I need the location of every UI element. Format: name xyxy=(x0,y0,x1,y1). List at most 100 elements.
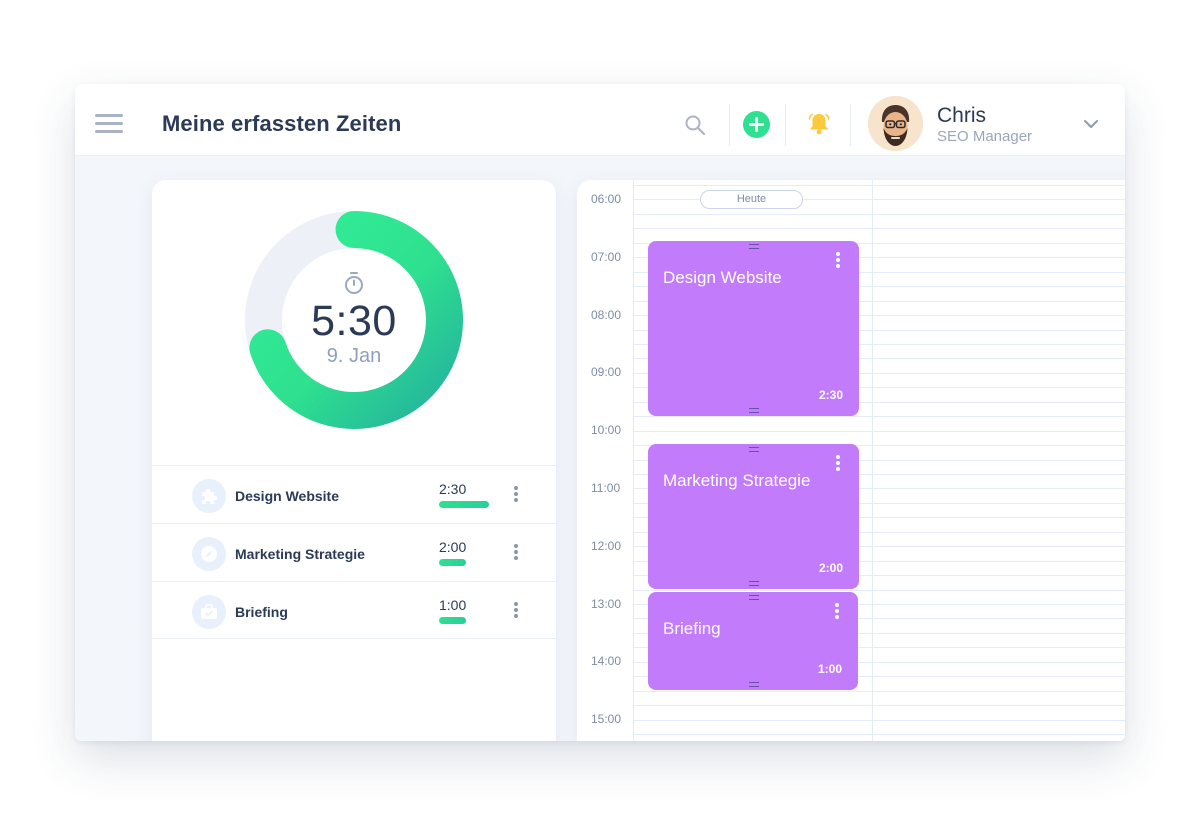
search-icon[interactable] xyxy=(683,113,707,137)
timer-date: 9. Jan xyxy=(326,345,382,367)
puzzle-icon xyxy=(192,479,226,513)
grid-line xyxy=(633,431,1125,432)
divider xyxy=(729,104,730,146)
app-window: Meine erfassten Zeiten xyxy=(75,84,1125,741)
task-duration-bar xyxy=(439,501,489,508)
progress-ring-fill xyxy=(245,211,463,429)
task-duration: 2:00 xyxy=(439,539,467,555)
task-label: Marketing Strategie xyxy=(235,546,365,562)
chevron-down-icon[interactable] xyxy=(1081,116,1101,132)
grid-line xyxy=(633,647,1125,648)
task-row[interactable]: Design Website 2:30 xyxy=(152,465,556,523)
user-role: SEO Manager xyxy=(937,128,1033,145)
grid-line xyxy=(633,272,1125,273)
calendar-event[interactable]: Marketing Strategie 2:00 xyxy=(648,444,859,589)
more-options-icon[interactable] xyxy=(512,544,520,562)
grid-line xyxy=(633,676,1125,677)
task-row[interactable]: Marketing Strategie 2:00 xyxy=(152,523,556,581)
grid-line xyxy=(633,474,1125,475)
grid-line xyxy=(633,257,1125,258)
grid-line xyxy=(633,734,1125,735)
divider xyxy=(850,104,851,146)
divider xyxy=(785,104,786,146)
grid-line xyxy=(633,662,1125,663)
grid-line xyxy=(633,445,1125,446)
grid-line xyxy=(633,286,1125,287)
grid-line xyxy=(633,633,1125,634)
grid-line xyxy=(633,460,1125,461)
today-button[interactable]: Heute xyxy=(700,190,803,209)
grid-line xyxy=(633,720,1125,721)
hour-label: 13:00 xyxy=(591,596,622,611)
hour-label: 07:00 xyxy=(591,249,622,264)
grid-line xyxy=(633,604,1125,605)
event-duration: 1:00 xyxy=(817,662,842,676)
grid-line xyxy=(633,358,1125,359)
resize-handle-bottom[interactable] xyxy=(749,581,759,586)
grid-line xyxy=(633,185,1125,186)
hour-label: 11:00 xyxy=(591,481,621,495)
grid-line xyxy=(633,503,1125,504)
briefcase-icon xyxy=(192,595,226,629)
compass-icon xyxy=(192,537,226,571)
hamburger-menu-icon[interactable] xyxy=(95,114,123,134)
event-duration: 2:00 xyxy=(818,561,843,575)
add-entry-button[interactable] xyxy=(743,111,770,138)
resize-handle-top[interactable] xyxy=(749,595,759,600)
total-time: 5:30 xyxy=(311,297,397,345)
grid-line xyxy=(633,705,1125,706)
avatar[interactable] xyxy=(868,96,923,151)
grid-line xyxy=(633,214,1125,215)
event-title: Marketing Strategie xyxy=(663,471,811,490)
grid-line xyxy=(633,561,1125,562)
calendar-event[interactable]: Briefing 1:00 xyxy=(648,592,858,690)
hour-label: 10:00 xyxy=(591,423,622,438)
more-options-icon[interactable] xyxy=(512,486,520,504)
hour-label: 14:00 xyxy=(591,654,622,669)
grid-line xyxy=(633,532,1125,533)
grid-line xyxy=(633,199,1125,200)
user-name: Chris xyxy=(937,104,987,127)
grid-line xyxy=(633,416,1125,417)
more-options-icon[interactable] xyxy=(834,603,840,619)
resize-handle-bottom[interactable] xyxy=(749,408,759,413)
event-duration: 2:30 xyxy=(818,388,843,402)
hour-label: 08:00 xyxy=(591,307,622,322)
resize-handle-bottom[interactable] xyxy=(749,682,759,687)
task-duration: 2:30 xyxy=(439,481,467,497)
grid-line xyxy=(633,301,1125,302)
more-options-icon[interactable] xyxy=(835,455,841,471)
hour-label: 06:00 xyxy=(591,192,622,206)
more-options-icon[interactable] xyxy=(512,602,520,620)
grid-line xyxy=(633,517,1125,518)
grid-line xyxy=(633,590,1125,591)
task-duration-bar xyxy=(439,617,466,624)
task-list: Design Website 2:30 Marketing Strategie … xyxy=(152,465,556,639)
grid-line xyxy=(633,330,1125,331)
task-label: Design Website xyxy=(235,488,339,504)
task-duration: 1:00 xyxy=(439,597,467,613)
grid-line xyxy=(633,243,1125,244)
grid-line xyxy=(633,228,1125,229)
grid-line xyxy=(633,344,1125,345)
grid-line xyxy=(633,691,1125,692)
calendar-event[interactable]: Design Website 2:30 xyxy=(648,241,859,416)
bell-icon[interactable] xyxy=(806,111,832,137)
event-title: Briefing xyxy=(663,619,721,638)
progress-ring xyxy=(245,211,463,429)
task-row[interactable]: Briefing 1:00 xyxy=(152,581,556,639)
grid-line xyxy=(633,315,1125,316)
task-label: Briefing xyxy=(235,604,288,620)
task-duration-bar xyxy=(439,559,466,566)
grid-line xyxy=(633,488,1125,489)
time-summary-panel: 5:30 9. Jan Design Website 2:30 Marketin… xyxy=(152,180,556,741)
more-options-icon[interactable] xyxy=(835,252,841,268)
grid-line xyxy=(633,387,1125,388)
grid-line xyxy=(633,373,1125,374)
resize-handle-top[interactable] xyxy=(749,447,759,452)
top-bar: Meine erfassten Zeiten xyxy=(75,84,1125,156)
resize-handle-top[interactable] xyxy=(749,244,759,249)
event-title: Design Website xyxy=(663,268,782,287)
grid-line xyxy=(633,575,1125,576)
page-title: Meine erfassten Zeiten xyxy=(162,111,402,136)
